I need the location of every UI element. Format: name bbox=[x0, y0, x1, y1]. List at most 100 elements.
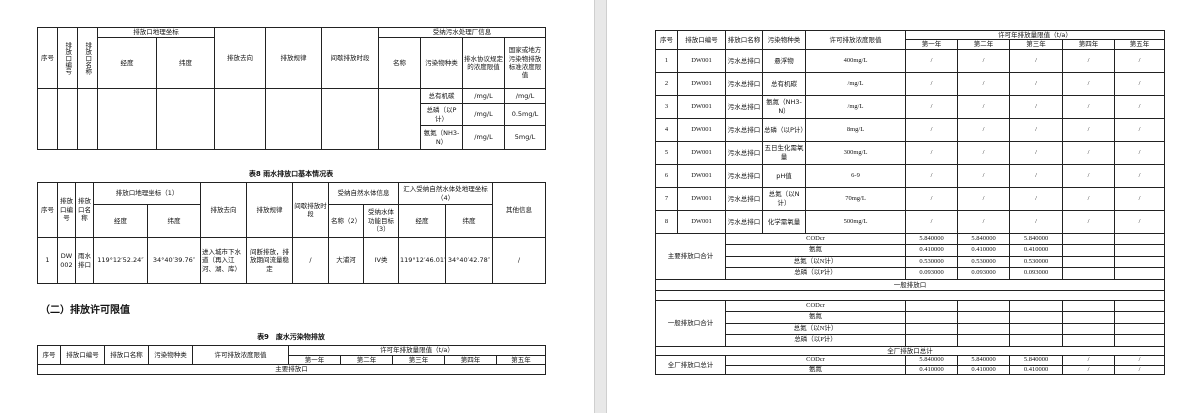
cell-code: DW001 bbox=[677, 71, 726, 96]
cell-year-value: / bbox=[905, 48, 958, 73]
cell-name: 污水总排口 bbox=[725, 140, 763, 165]
total-year-value: 0.530000 bbox=[957, 255, 1010, 269]
total-row: 一般排放口合计 CODcr bbox=[655, 299, 1166, 347]
header-annual: 许可年排放量限值（t/a） bbox=[904, 29, 1166, 41]
header-year: 第二年 bbox=[340, 354, 393, 366]
table-row: 1 DW001 污水总排口 悬浮物 400mg/L / / / / / bbox=[655, 48, 1166, 73]
total-year-value bbox=[905, 322, 958, 336]
cell-year-value: / bbox=[1062, 186, 1115, 211]
cell-year-value: / bbox=[1062, 48, 1115, 73]
header-plant-info: 受纳污水处理厂信息 bbox=[378, 27, 546, 38]
cell-std: 0.5mg/L bbox=[504, 103, 546, 126]
header-year: 第三年 bbox=[392, 354, 445, 366]
cell-rule: 间断排放，排放期间流量稳定 bbox=[246, 237, 294, 284]
header-code: 排放口编号 bbox=[57, 27, 78, 89]
total-year-value bbox=[1009, 299, 1063, 313]
total-year-value: 0.410000 bbox=[1009, 244, 1063, 257]
cell-code: DW001 bbox=[677, 209, 726, 234]
cell-seq: 8 bbox=[655, 209, 678, 234]
cell-lat2: 34°40′42.78″ bbox=[445, 237, 494, 284]
cell-name: 污水总排口 bbox=[725, 48, 763, 73]
total-year-value: / bbox=[1113, 364, 1166, 376]
cell-pollutant: 总氮（以N计） bbox=[762, 186, 806, 211]
cell-pollutant: 氨氮（NH3-N） bbox=[420, 125, 463, 150]
cell-period: / bbox=[292, 237, 330, 284]
header-pollutant: 污染物种类 bbox=[148, 344, 193, 366]
cell-pollutant: 氨氮（NH3-N） bbox=[762, 94, 806, 119]
total-year-value bbox=[1062, 334, 1115, 347]
header-year: 第一年 bbox=[288, 354, 341, 366]
header-seq: 序号 bbox=[37, 182, 58, 238]
cell-code: DW001 bbox=[677, 140, 726, 165]
table-row: 6 DW001 污水总排口 pH值 6-9// / / / bbox=[655, 163, 1166, 188]
header-dest: 排放去向 bbox=[214, 27, 266, 89]
section-row: 全厂排放口总计 bbox=[654, 345, 1166, 357]
cell-dest: 进入城市下水道（再入江河、湖、库） bbox=[200, 237, 248, 284]
cell-std: 5mg/L bbox=[504, 125, 546, 150]
header-conc: 许可排放浓度限值 bbox=[192, 344, 289, 366]
cell-seq: 3 bbox=[655, 94, 678, 119]
total-pollutant: 总氮（以N计） bbox=[725, 255, 906, 269]
header-coord: 排放口地理坐标（1） bbox=[92, 182, 202, 205]
total-pollutant: 氨氮 bbox=[725, 364, 906, 376]
header-pollutant: 污染物种类 bbox=[420, 37, 463, 89]
cell-conc: 300mg/L bbox=[805, 140, 906, 165]
total-year-value bbox=[1009, 311, 1063, 324]
total-year-value bbox=[1062, 232, 1115, 246]
header-lon: 经度 bbox=[97, 37, 157, 89]
header-pollutant: 污染物种类 bbox=[762, 30, 806, 50]
header-lat: 纬度 bbox=[156, 37, 215, 89]
cell-seq: 2 bbox=[655, 71, 678, 96]
cell-name: 污水总排口 bbox=[725, 163, 763, 188]
cell-code: DW001 bbox=[677, 186, 726, 211]
cell-name: 污水总排口 bbox=[725, 94, 763, 119]
cell-conc: 8mg/L bbox=[805, 117, 906, 142]
table8-title: 表8 雨水排放口基本情况表 bbox=[248, 170, 334, 178]
cell-seq: 6 bbox=[655, 163, 678, 188]
total-row: 总氮（以N计） 0.530000 0.530000 0.530000 bbox=[656, 255, 1166, 269]
header-lat: 纬度 bbox=[146, 204, 202, 238]
header-agreed: 排水协议规定的浓度限值 bbox=[462, 37, 505, 89]
header-year: 第四年 bbox=[1062, 39, 1115, 50]
cell-pollutant: 悬浮物 bbox=[762, 48, 806, 73]
cell-year-value: / bbox=[1009, 71, 1063, 96]
header-name: 排放口名称 bbox=[75, 182, 94, 238]
table-plant-info: 序号 排放口编号 排放口名称 排放口地理坐标 排放去向 排放规律 间歇排放时段 受纳污水处理厂… bbox=[37, 27, 546, 150]
header-annual: 许可年排放量限值（t/a） bbox=[287, 345, 547, 356]
total-year-value: 0.410000 bbox=[905, 244, 958, 257]
cell-conc: 6-9 bbox=[805, 163, 906, 188]
total-year-value: 0.093000 bbox=[957, 267, 1010, 280]
total-year-value bbox=[905, 334, 958, 347]
total-pollutant: CODcr bbox=[725, 232, 906, 246]
table9-title: 表9 废水污染物排放 bbox=[257, 333, 325, 341]
cell-year-value: / bbox=[1113, 117, 1166, 142]
total-year-value: 0.530000 bbox=[1009, 255, 1063, 269]
total-year-value bbox=[1062, 299, 1115, 313]
total-year-value bbox=[1062, 255, 1115, 269]
header-year: 第五年 bbox=[1113, 39, 1166, 50]
cell-conc: /mg/L bbox=[805, 71, 906, 96]
header-name: 排放口名称 bbox=[77, 27, 98, 89]
cell-year-value: / bbox=[1113, 48, 1166, 73]
document-page-right: 序号 排放口编号 排放口名称 污染物种类 许可排放浓度限值 许可年排放量限值（t/a） 第… bbox=[606, 0, 1197, 413]
header-period: 间歇排放时段 bbox=[321, 27, 379, 89]
cell-year-value: / bbox=[957, 71, 1010, 96]
cell-water-name: 大浦河 bbox=[328, 237, 365, 284]
header-year: 第一年 bbox=[905, 39, 958, 50]
table-rainwater-outlet: 序号 排放口编号 排放口名称 排放口地理坐标（1） 排放去向 排放规律 间歇排放时段 受纳自然… bbox=[37, 182, 547, 284]
header-water-target: 受纳水体功能目标（3） bbox=[363, 204, 400, 238]
cell-year-value: / bbox=[905, 186, 958, 211]
cell-seq: 1 bbox=[655, 48, 678, 73]
total-year-value: 0.410000 bbox=[957, 364, 1010, 376]
total-year-value: 0.410000 bbox=[957, 244, 1010, 257]
cell-conc: /mg/L bbox=[805, 94, 906, 119]
cell-other: / bbox=[492, 237, 547, 284]
cell-name: 污水总排口 bbox=[725, 209, 763, 234]
cell-year-value: / bbox=[1009, 163, 1063, 188]
cell-year-value: / bbox=[957, 48, 1010, 73]
cell-pollutant: 总有机碳 bbox=[420, 88, 463, 104]
header-water-info: 受纳自然水体信息 bbox=[328, 182, 400, 205]
cell-year-value: / bbox=[1113, 186, 1166, 211]
table-row: 5 DW001 污水总排口 五日生化需氧量 300mg/L / / / / / bbox=[655, 140, 1166, 165]
header-water-name: 名称（2） bbox=[328, 204, 365, 238]
